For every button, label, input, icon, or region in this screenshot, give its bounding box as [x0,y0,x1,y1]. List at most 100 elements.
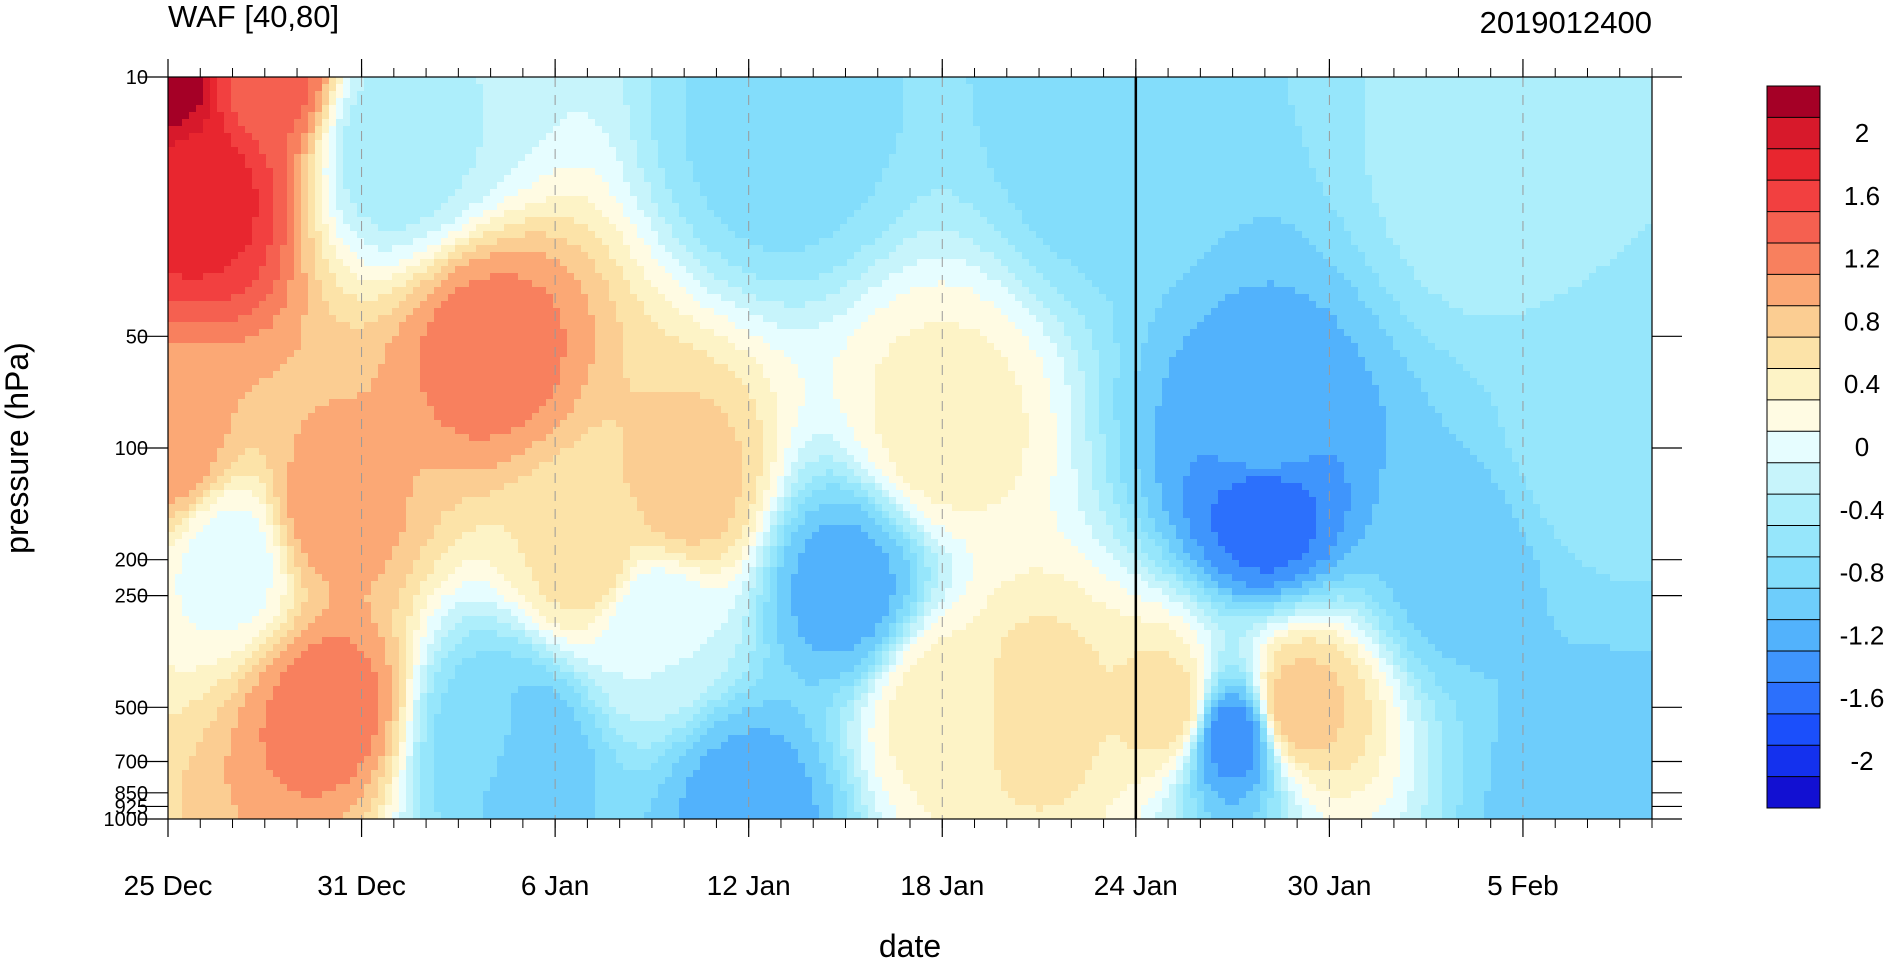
contour-cell [532,147,540,155]
contour-cell [441,105,449,113]
contour-cell [637,154,645,162]
contour-cell [560,189,568,197]
contour-cell [588,147,596,155]
contour-cell [315,126,323,134]
contour-cell [1365,140,1373,148]
contour-cell [1386,224,1394,232]
contour-cell [665,126,673,134]
contour-cell [1554,147,1562,155]
contour-cell [952,224,960,232]
contour-cell [777,175,785,183]
contour-cell [336,203,344,211]
contour-cell [1582,175,1590,183]
contour-cell [1120,133,1128,141]
contour-cell [1022,196,1030,204]
contour-cell [385,196,393,204]
contour-cell [693,182,701,190]
contour-cell [1176,203,1184,211]
contour-cell [1253,77,1261,85]
contour-cell [959,133,967,141]
contour-cell [1505,154,1513,162]
contour-cell [1288,196,1296,204]
contour-cell [343,98,351,106]
contour-cell [721,217,729,225]
contour-cell [1386,168,1394,176]
contour-cell [1134,140,1142,148]
contour-cell [490,161,498,169]
contour-cell [1372,210,1380,218]
contour-cell [924,154,932,162]
contour-cell [854,175,862,183]
contour-cell [1225,210,1233,218]
contour-cell [1176,112,1184,120]
contour-cell [1302,84,1310,92]
contour-cell [504,168,512,176]
contour-cell [763,168,771,176]
contour-cell [1204,98,1212,106]
contour-cell [1547,126,1555,134]
contour-cell [1596,77,1604,85]
contour-cell [1127,217,1135,225]
contour-cell [189,217,197,225]
contour-cell [1323,224,1331,232]
contour-cell [1218,210,1226,218]
contour-cell [1498,217,1506,225]
contour-cell [1428,91,1436,99]
contour-cell [1498,84,1506,92]
contour-cell [1064,105,1072,113]
contour-cell [1554,140,1562,148]
contour-cell [973,161,981,169]
contour-cell [1386,147,1394,155]
contour-cell [574,231,582,239]
contour-cell [1505,98,1513,106]
contour-cell [1575,77,1583,85]
contour-cell [196,112,204,120]
contour-cell [1141,133,1149,141]
contour-cell [1596,91,1604,99]
contour-cell [511,91,519,99]
contour-cell [1512,161,1520,169]
contour-cell [1400,196,1408,204]
contour-cell [1393,119,1401,127]
contour-cell [1239,126,1247,134]
contour-cell [315,84,323,92]
contour-cell [574,140,582,148]
contour-cell [763,238,771,246]
contour-cell [1176,147,1184,155]
contour-cell [252,112,260,120]
contour-cell [329,105,337,113]
contour-cell [574,203,582,211]
contour-cell [1260,210,1268,218]
contour-cell [392,217,400,225]
contour-cell [1106,182,1114,190]
contour-cell [1148,217,1156,225]
contour-cell [875,77,883,85]
contour-cell [1057,77,1065,85]
contour-cell [1288,161,1296,169]
contour-cell [441,154,449,162]
contour-cell [665,91,673,99]
contour-cell [1148,196,1156,204]
contour-cell [1519,84,1527,92]
contour-cell [1344,105,1352,113]
contour-cell [196,196,204,204]
contour-cell [588,238,596,246]
contour-cell [518,238,526,246]
contour-cell [1169,77,1177,85]
contour-cell [973,105,981,113]
contour-cell [469,119,477,127]
contour-cell [1169,224,1177,232]
contour-cell [973,112,981,120]
contour-cell [574,224,582,232]
contour-cell [399,91,407,99]
contour-cell [1239,77,1247,85]
contour-cell [1589,182,1597,190]
contour-cell [1001,224,1009,232]
contour-cell [1603,91,1611,99]
contour-cell [1190,105,1198,113]
contour-cell [1589,147,1597,155]
contour-cell [1526,140,1534,148]
contour-cell [1638,168,1646,176]
contour-cell [945,126,953,134]
contour-cell [1351,84,1359,92]
